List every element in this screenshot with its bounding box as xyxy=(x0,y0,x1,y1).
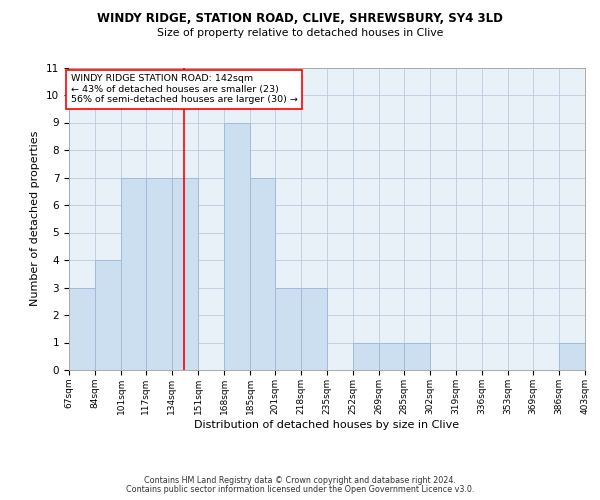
Bar xyxy=(275,288,301,370)
Bar xyxy=(224,122,250,370)
Text: Contains HM Land Registry data © Crown copyright and database right 2024.: Contains HM Land Registry data © Crown c… xyxy=(144,476,456,485)
Bar xyxy=(404,342,430,370)
Bar xyxy=(172,178,198,370)
Bar xyxy=(379,342,404,370)
Text: Size of property relative to detached houses in Clive: Size of property relative to detached ho… xyxy=(157,28,443,38)
Bar xyxy=(95,260,121,370)
Bar xyxy=(301,288,327,370)
Bar xyxy=(353,342,379,370)
Bar xyxy=(146,178,172,370)
Bar xyxy=(250,178,275,370)
Text: WINDY RIDGE, STATION ROAD, CLIVE, SHREWSBURY, SY4 3LD: WINDY RIDGE, STATION ROAD, CLIVE, SHREWS… xyxy=(97,12,503,26)
Bar xyxy=(121,178,146,370)
Y-axis label: Number of detached properties: Number of detached properties xyxy=(31,131,40,306)
Text: WINDY RIDGE STATION ROAD: 142sqm
← 43% of detached houses are smaller (23)
56% o: WINDY RIDGE STATION ROAD: 142sqm ← 43% o… xyxy=(71,74,298,104)
X-axis label: Distribution of detached houses by size in Clive: Distribution of detached houses by size … xyxy=(194,420,460,430)
Text: Contains public sector information licensed under the Open Government Licence v3: Contains public sector information licen… xyxy=(126,485,474,494)
Bar xyxy=(559,342,585,370)
Bar xyxy=(69,288,95,370)
